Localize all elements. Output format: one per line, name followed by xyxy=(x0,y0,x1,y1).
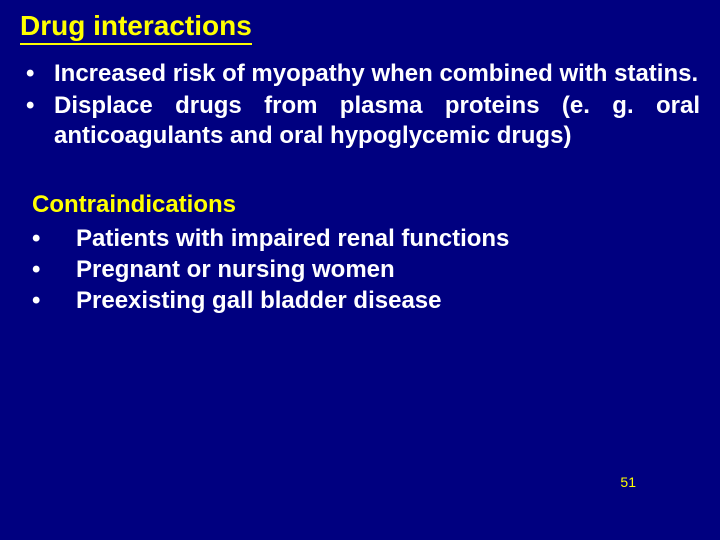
bullet-text: Increased risk of myopathy when combined… xyxy=(54,59,700,89)
list-item: • Patients with impaired renal functions xyxy=(32,223,700,254)
bullet-dot-icon: • xyxy=(32,285,76,316)
bullet-list-interactions: • Increased risk of myopathy when combin… xyxy=(26,59,700,151)
bullet-text: Pregnant or nursing women xyxy=(76,254,700,285)
heading-contraindications: Contraindications xyxy=(32,191,700,219)
bullet-text: Displace drugs from plasma proteins (e. … xyxy=(54,91,700,151)
bullet-text: Preexisting gall bladder disease xyxy=(76,285,700,316)
bullet-dot-icon: • xyxy=(32,254,76,285)
list-item: • Increased risk of myopathy when combin… xyxy=(26,59,700,89)
bullet-dot-icon: • xyxy=(32,223,76,254)
list-item: • Preexisting gall bladder disease xyxy=(32,285,700,316)
bullet-dot-icon: • xyxy=(26,91,54,151)
bullet-dot-icon: • xyxy=(26,59,54,89)
bullet-text: Patients with impaired renal functions xyxy=(76,223,700,254)
heading-drug-interactions: Drug interactions xyxy=(20,10,252,45)
list-item: • Pregnant or nursing women xyxy=(32,254,700,285)
page-number: 51 xyxy=(620,474,636,490)
bullet-list-contraindications: • Patients with impaired renal functions… xyxy=(32,223,700,317)
slide-container: Drug interactions • Increased risk of my… xyxy=(0,0,720,540)
list-item: • Displace drugs from plasma proteins (e… xyxy=(26,91,700,151)
